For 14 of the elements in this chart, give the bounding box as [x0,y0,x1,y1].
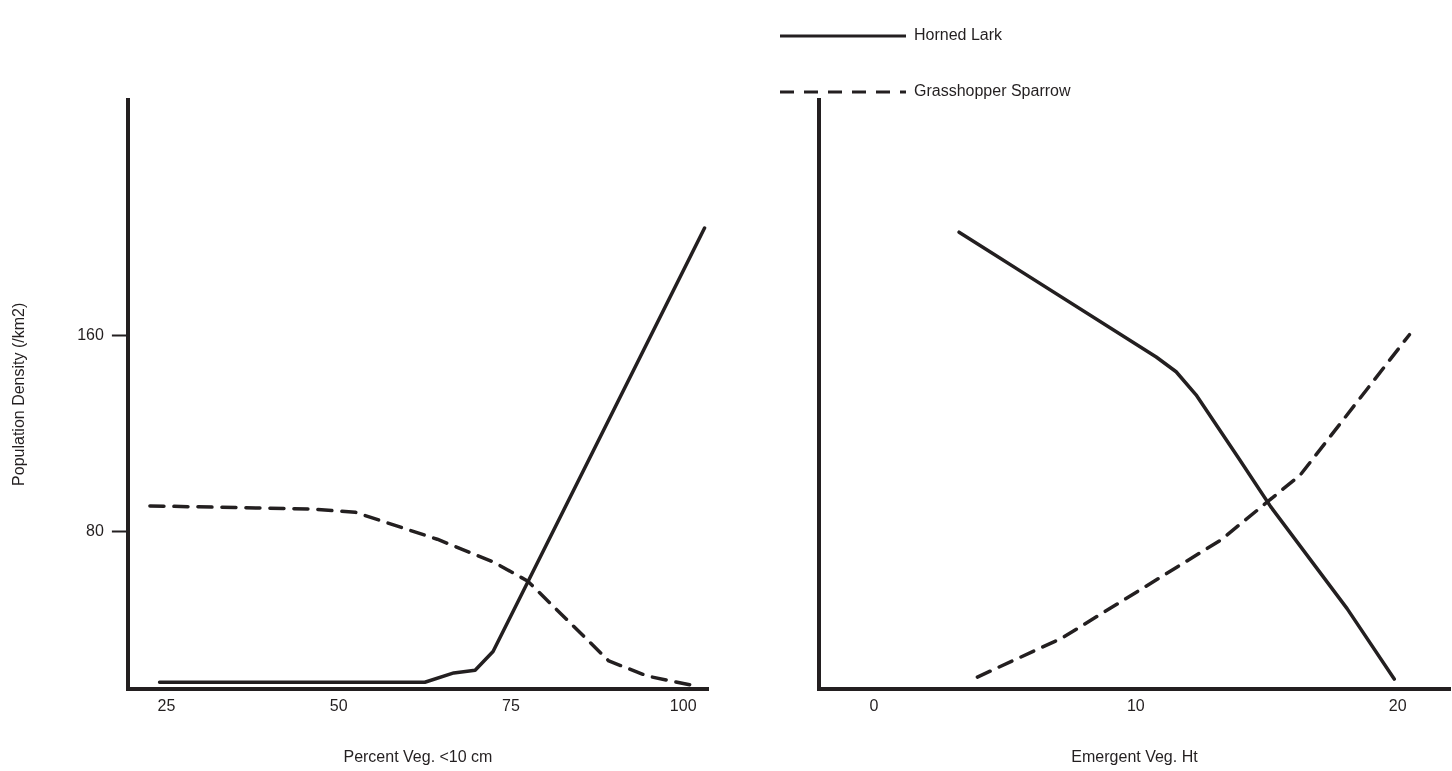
x-tick-label: 50 [329,696,348,714]
y-tick-label: 80 [86,522,104,540]
x-tick-label: 20 [1388,696,1407,714]
x-axis-title: Emergent Veg. Ht [1071,747,1199,765]
legend-label: Grasshopper Sparrow [914,82,1071,100]
y-tick-label: 160 [77,325,104,343]
x-tick-label: 100 [669,696,697,714]
x-tick-label: 75 [502,696,520,714]
y-axis-title: Population Density (/km2) [10,302,28,486]
x-axis-title: Percent Veg. <10 cm [343,747,493,765]
legend-label: Horned Lark [914,26,1004,44]
x-tick-label: 10 [1126,696,1145,714]
x-tick-label: 0 [869,696,879,714]
x-tick-label: 25 [157,696,176,714]
